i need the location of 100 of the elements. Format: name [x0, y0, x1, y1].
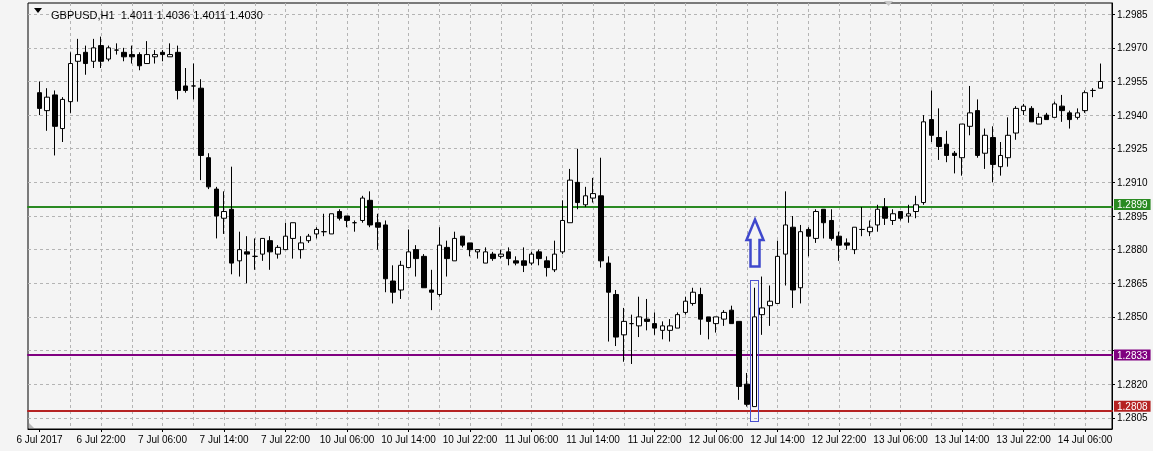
candlestick	[667, 318, 673, 343]
candlestick	[660, 320, 665, 340]
text: GBPUSD,H1 1.4011 1.4036 1.4011 1.4030	[51, 8, 263, 21]
candlestick	[437, 226, 442, 298]
candlestick	[298, 235, 304, 260]
candlestick	[252, 237, 258, 271]
y-tick-label: 1.2805	[1117, 412, 1149, 424]
candlestick	[498, 249, 504, 260]
candlestick	[152, 49, 158, 65]
candlestick	[229, 166, 234, 275]
x-tick-label: 12 Jul 22:00	[811, 433, 867, 445]
candlestick	[329, 213, 334, 235]
candlestick	[721, 309, 727, 327]
candlestick	[898, 211, 903, 221]
candlestick	[314, 226, 319, 239]
candlestick	[337, 208, 342, 221]
candlestick	[475, 249, 480, 260]
candlestick	[790, 215, 796, 309]
candlestick	[283, 222, 288, 251]
candlestick	[713, 316, 719, 334]
candlestick	[698, 287, 703, 336]
candlestick	[829, 208, 834, 242]
candlestick	[144, 40, 150, 65]
candlestick	[214, 186, 219, 239]
candlestick	[683, 296, 688, 316]
x-tick-label: 11 Jul 22:00	[627, 433, 682, 445]
candlestick	[544, 255, 550, 278]
candlestick	[975, 98, 980, 159]
candlestick	[1021, 103, 1026, 116]
candlestick	[882, 197, 888, 226]
candlestick	[521, 246, 527, 273]
candlestick	[206, 152, 211, 190]
candlestick	[998, 141, 1003, 177]
candlestick	[352, 219, 357, 233]
candlestick	[452, 231, 457, 262]
ref-line-label: 1.2899	[1117, 199, 1149, 210]
candlestick	[344, 215, 350, 228]
candlestick	[506, 246, 511, 266]
candlestick	[306, 233, 311, 244]
y-tick-label: 1.2925	[1117, 143, 1149, 155]
candlestick	[421, 253, 427, 289]
x-tick-label: 10 Jul 14:00	[381, 433, 437, 445]
candlestick	[529, 251, 534, 266]
candlestick	[237, 231, 242, 278]
x-tick-label: 11 Jul 06:00	[504, 433, 559, 445]
y-tick-label: 1.2895	[1117, 210, 1149, 222]
candlestick	[921, 114, 926, 206]
x-tick-label: 13 Jul 22:00	[996, 433, 1052, 445]
candlestick	[1013, 105, 1019, 141]
y-tick-label: 1.2910	[1117, 176, 1149, 188]
y-tick-label: 1.2955	[1117, 75, 1149, 87]
candlestick	[513, 255, 519, 266]
x-tick-label: 7 Jul 22:00	[261, 433, 311, 445]
candlestick	[321, 213, 327, 237]
candlestick	[629, 314, 634, 365]
x-tick-label: 14 Jul 06:00	[1057, 433, 1113, 445]
candlestick	[413, 244, 419, 278]
candlestick	[959, 123, 965, 177]
candlestick	[690, 287, 696, 307]
ref-line-label: 1.2808	[1117, 400, 1149, 412]
candlestick	[590, 177, 596, 204]
candlestick	[775, 240, 780, 304]
candlestick	[390, 264, 396, 304]
y-tick-label: 1.2850	[1117, 311, 1149, 323]
x-tick-label: 7 Jul 14:00	[199, 433, 249, 445]
y-tick-label: 1.2880	[1117, 244, 1149, 256]
candlestick	[867, 219, 873, 237]
candlestick	[944, 130, 949, 163]
candlestick	[275, 244, 281, 260]
candlestick	[106, 45, 111, 62]
candlestick	[367, 190, 373, 228]
candlestick	[783, 190, 788, 287]
candlestick	[160, 49, 165, 62]
candlestick	[467, 242, 473, 257]
candlestick	[890, 208, 896, 226]
y-tick-label: 1.2970	[1117, 42, 1149, 54]
x-tick-label: 10 Jul 06:00	[319, 433, 375, 445]
candlestick	[821, 208, 826, 239]
ref-line-label: 1.2833	[1117, 349, 1149, 361]
candlestick	[398, 260, 404, 300]
candlestick	[91, 38, 96, 69]
candlestick	[598, 157, 604, 269]
candlestick	[583, 186, 588, 208]
candlestick	[929, 89, 934, 143]
candlestick	[114, 42, 119, 56]
candlestick	[1059, 94, 1065, 123]
candlestick	[729, 305, 734, 325]
candlestick	[221, 190, 227, 235]
candlestick	[852, 226, 857, 255]
candlestick	[375, 213, 381, 251]
candlestick	[52, 89, 58, 156]
candlestick	[1005, 116, 1011, 168]
candlestick	[952, 150, 957, 174]
candlestick	[1090, 87, 1096, 98]
x-tick-label: 12 Jul 14:00	[750, 433, 806, 445]
candlestick	[536, 249, 542, 266]
candlestick	[429, 269, 434, 311]
candlestick	[875, 204, 880, 233]
candlestick	[967, 85, 973, 136]
candlestick	[706, 316, 711, 340]
